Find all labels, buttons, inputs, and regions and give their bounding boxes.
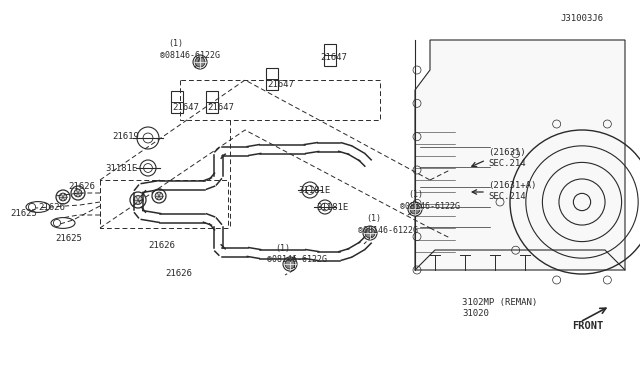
Text: 31181E: 31181E [316, 202, 348, 212]
Text: FRONT: FRONT [572, 321, 604, 331]
Text: 21626: 21626 [165, 269, 192, 279]
Text: ®08146-6122G: ®08146-6122G [358, 225, 418, 234]
Text: 21626: 21626 [148, 241, 175, 250]
Circle shape [195, 57, 205, 67]
Circle shape [56, 190, 70, 204]
Text: 21647: 21647 [320, 52, 347, 61]
Circle shape [74, 189, 82, 197]
Circle shape [283, 257, 297, 271]
Circle shape [363, 226, 377, 240]
Text: 21626: 21626 [38, 202, 65, 212]
Bar [206, 91, 218, 113]
Circle shape [59, 193, 67, 201]
Circle shape [302, 182, 318, 198]
Text: SEC.214: SEC.214 [488, 192, 525, 201]
Bar [266, 68, 278, 90]
Text: (1): (1) [275, 244, 290, 253]
Circle shape [410, 204, 420, 214]
Text: 21647: 21647 [267, 80, 294, 89]
Circle shape [155, 192, 163, 200]
Bar [171, 91, 183, 113]
Text: (1): (1) [366, 214, 381, 222]
Ellipse shape [26, 202, 50, 212]
Text: 21647: 21647 [207, 103, 234, 112]
Text: (1): (1) [168, 38, 183, 48]
Circle shape [318, 200, 332, 214]
Text: (1): (1) [408, 189, 423, 199]
Text: 21625: 21625 [10, 208, 37, 218]
Text: 3102MP (REMAN): 3102MP (REMAN) [462, 298, 537, 308]
Text: 21619: 21619 [112, 131, 139, 141]
Text: 31181E: 31181E [105, 164, 137, 173]
Text: 31181E: 31181E [298, 186, 330, 195]
Text: ®08146-6122G: ®08146-6122G [267, 256, 327, 264]
Ellipse shape [51, 218, 75, 228]
Circle shape [130, 192, 146, 208]
Circle shape [134, 196, 143, 204]
Text: 21626: 21626 [68, 182, 95, 190]
Circle shape [193, 55, 207, 69]
Circle shape [140, 160, 156, 176]
Text: 31020: 31020 [462, 308, 489, 317]
Circle shape [71, 186, 85, 200]
Text: ®08146-6122G: ®08146-6122G [160, 51, 220, 60]
Text: 21647: 21647 [172, 103, 199, 112]
Text: 21625: 21625 [55, 234, 82, 243]
Text: J31003J6: J31003J6 [560, 13, 603, 22]
Polygon shape [415, 40, 625, 270]
Circle shape [152, 189, 166, 203]
Text: (21631): (21631) [488, 148, 525, 157]
Circle shape [137, 127, 159, 149]
Circle shape [408, 202, 422, 216]
Circle shape [285, 259, 295, 269]
Text: ®08146-6122G: ®08146-6122G [400, 202, 460, 211]
Circle shape [365, 228, 375, 238]
Bar [324, 44, 336, 66]
Text: (21631+A): (21631+A) [488, 180, 536, 189]
Text: SEC.214: SEC.214 [488, 158, 525, 167]
